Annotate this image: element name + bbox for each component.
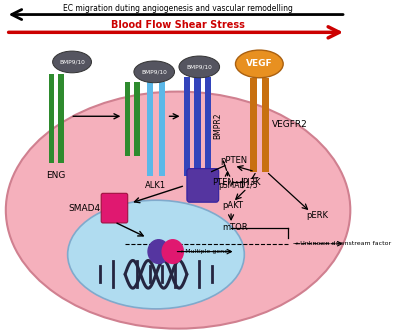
Ellipse shape (179, 56, 220, 78)
Circle shape (148, 240, 169, 264)
Ellipse shape (68, 200, 244, 309)
Bar (194, 77, 200, 176)
Bar (147, 82, 153, 176)
Text: BMP9/10: BMP9/10 (141, 69, 167, 74)
Bar (134, 82, 140, 156)
Text: BMP9/10: BMP9/10 (59, 59, 85, 64)
Bar (205, 77, 211, 176)
Bar (49, 74, 54, 163)
Text: pSMAD1/5: pSMAD1/5 (219, 181, 258, 190)
Bar (58, 74, 64, 163)
Circle shape (162, 240, 183, 264)
Bar (125, 82, 130, 156)
Text: Blood Flow Shear Stress: Blood Flow Shear Stress (111, 20, 245, 30)
Text: ENG: ENG (46, 171, 66, 180)
Text: SMAD4: SMAD4 (68, 204, 100, 212)
Bar (159, 82, 165, 176)
Text: pERK: pERK (306, 210, 328, 219)
Ellipse shape (134, 61, 174, 83)
FancyBboxPatch shape (187, 169, 219, 202)
Ellipse shape (6, 92, 350, 329)
Text: BMP9/10: BMP9/10 (186, 64, 212, 69)
Text: EC migration duting angiogenesis and vascular remodelling: EC migration duting angiogenesis and vas… (63, 4, 293, 13)
Text: pPTEN: pPTEN (220, 156, 248, 165)
Text: ALK1: ALK1 (146, 182, 166, 191)
Bar (184, 77, 190, 176)
Bar (250, 78, 257, 172)
Text: pAKT: pAKT (222, 201, 243, 210)
Ellipse shape (236, 50, 283, 78)
Text: → Multiple genes: → Multiple genes (178, 249, 231, 254)
Text: VEGF: VEGF (246, 59, 273, 68)
FancyBboxPatch shape (101, 193, 128, 223)
Text: PTEN: PTEN (212, 178, 233, 187)
Text: VEGFR2: VEGFR2 (272, 120, 308, 129)
Text: mTOR: mTOR (222, 223, 248, 232)
Bar (262, 78, 269, 172)
Text: → Unknown downstream factor: → Unknown downstream factor (293, 241, 391, 246)
Ellipse shape (53, 51, 92, 73)
Text: PI3K: PI3K (242, 178, 260, 187)
Text: BMPR2: BMPR2 (213, 113, 222, 139)
